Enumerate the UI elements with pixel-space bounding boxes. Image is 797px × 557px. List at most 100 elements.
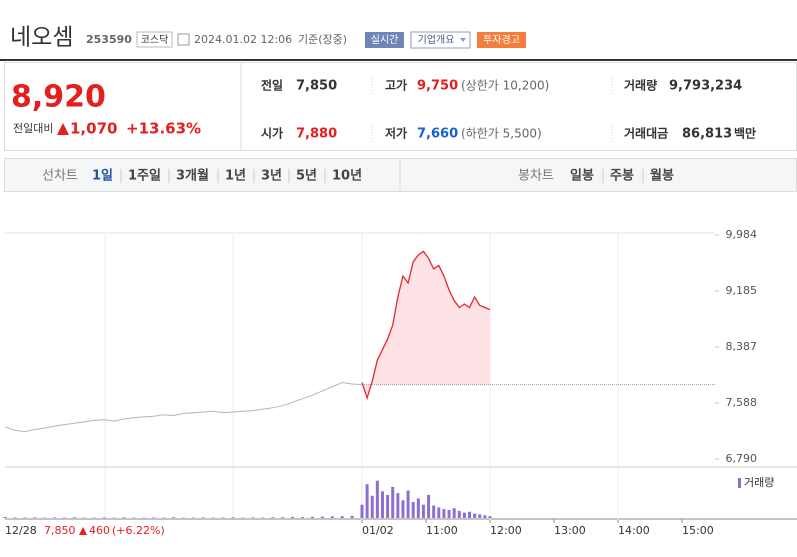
x-tick-label: 13:00 (554, 524, 586, 537)
stock-name: 네오셈 (10, 25, 73, 51)
volume-bar (386, 494, 390, 518)
volume-bar (360, 504, 364, 518)
tab[interactable]: 1주일 (128, 169, 161, 184)
volume-bar (396, 493, 400, 518)
x-tick-label: 14:00 (618, 524, 650, 537)
change: 1,070 (70, 120, 117, 138)
volume-bar (427, 494, 431, 518)
volume-bar (291, 516, 295, 518)
volume-bar (406, 490, 410, 518)
volume-bar (152, 517, 156, 518)
volume-bar (442, 509, 446, 518)
volume-bar (231, 517, 235, 518)
stat-value: 7,660 (417, 127, 458, 142)
volume-bar (365, 484, 369, 518)
tab[interactable]: 10년 (332, 169, 362, 184)
volume-bar (13, 517, 17, 518)
volume-bar (452, 508, 456, 518)
tab[interactable]: 일봉 (570, 169, 594, 184)
footer-change-pct: (+6.22%) (112, 524, 165, 537)
tab[interactable]: 월봉 (650, 168, 674, 184)
volume-bar (301, 517, 304, 518)
y-tick-label: 6,790 (726, 452, 758, 465)
volume-bar (340, 516, 344, 518)
volume-bar (421, 504, 425, 518)
volume-bar (172, 517, 176, 518)
stat-label: 거래대금 (624, 126, 668, 141)
tab-group-label: 선차트 (42, 169, 78, 184)
volume-bar (330, 516, 334, 518)
volume-bar (33, 517, 37, 518)
volume-bar (468, 511, 472, 518)
volume-bar (437, 507, 441, 518)
area-fill (362, 251, 490, 398)
volume-bar (432, 505, 436, 518)
volume-bar (281, 517, 285, 518)
tab[interactable]: 5년 (296, 169, 317, 184)
stat-label: 고가 (385, 78, 407, 93)
volume-bar (122, 517, 126, 518)
volume-bar (416, 498, 420, 518)
x-tick-label: 12:00 (490, 524, 522, 537)
volume-bar (488, 516, 492, 518)
volume-bar (473, 513, 477, 518)
volume-bar (320, 516, 324, 518)
tab[interactable]: 3개월 (176, 168, 209, 184)
plot: 6,790 7,588 8,387 9,185 9,984 12/28 01/02 11:00… (3, 228, 758, 537)
stock-code: 253590 (86, 33, 132, 46)
x-tick-label: 15:00 (682, 524, 714, 537)
tab[interactable]: 3년 (261, 169, 282, 184)
y-tick-label: 8,387 (726, 340, 758, 353)
volume-bar (271, 517, 275, 518)
calendar-icon (177, 33, 190, 46)
volume-bar (401, 500, 405, 518)
volume-bar (102, 517, 106, 518)
volume-bar (457, 510, 461, 518)
market-badge-box (136, 31, 173, 48)
volume-bar (201, 517, 205, 518)
y-tick-label: 9,185 (726, 284, 758, 297)
volume-bar (462, 512, 466, 518)
footer-arrow (79, 527, 87, 535)
y-tick-label: 7,588 (726, 396, 758, 409)
stat-value: 7,880 (296, 127, 337, 142)
stat-note: (하한가 5,500) (461, 127, 542, 141)
footer-close: 7,850 (44, 524, 76, 537)
stat-label: 거래량 (624, 78, 657, 93)
realtime-badge[interactable]: 실시간 (371, 34, 399, 46)
x-tick-label: 01/02 (362, 524, 394, 537)
stat-label: 시가 (261, 126, 283, 141)
price-line (4, 382, 363, 433)
volume-bar (310, 516, 314, 518)
x-tick-label: 11:00 (426, 524, 458, 537)
tab[interactable]: 주봉 (610, 169, 634, 184)
change-label: 전일대비 (13, 121, 53, 135)
volume-legend: 거래량 (744, 476, 774, 489)
company-badge-box[interactable] (410, 31, 471, 49)
stat-label: 전일 (261, 78, 283, 93)
stat-label: 저가 (385, 126, 407, 141)
volume-bar (447, 510, 451, 518)
x-tick-label: 12/28 (5, 524, 37, 537)
datetime: 2024.01.02 12:06 (194, 33, 292, 46)
stat-note: (상한가 10,200) (461, 79, 549, 93)
realtime-badge-box[interactable] (365, 32, 404, 48)
price-line (361, 250, 491, 401)
warning-badge: 투자경고 (483, 33, 520, 46)
up-arrow (57, 123, 69, 135)
tab[interactable]: 1일 (92, 169, 113, 184)
footer-change: 460 (89, 524, 110, 537)
header-rule (0, 59, 797, 61)
volume-bar (72, 517, 76, 518)
company-badge[interactable]: 기업개요 (418, 33, 455, 46)
stat-value: 7,850 (296, 79, 337, 94)
volume-legend-swatch (738, 478, 741, 488)
current-price: 8,920 (11, 80, 106, 115)
dropdown-arrow (460, 38, 466, 42)
stat-unit: 백만 (734, 126, 756, 141)
change-pct: +13.63% (126, 120, 201, 138)
tab[interactable]: 1년 (225, 169, 246, 184)
volume-bar (391, 486, 395, 518)
volume-bar (3, 516, 7, 518)
